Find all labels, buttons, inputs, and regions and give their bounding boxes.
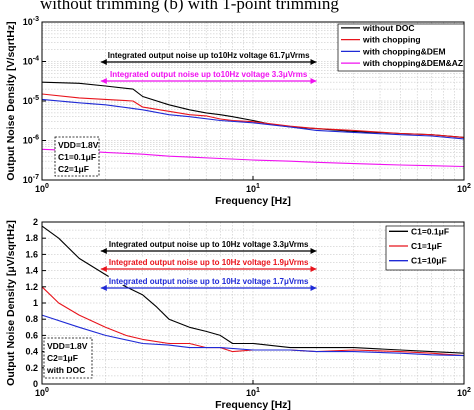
- y-tick-label: 0.6: [25, 330, 38, 340]
- annotation-text: Integrated output noise up to 10Hz volta…: [109, 240, 309, 249]
- legend-label: C1=10μF: [411, 256, 447, 266]
- y-tick-label: 10-4: [23, 56, 39, 67]
- annotation-arrowhead-right: [310, 78, 317, 84]
- y-tick-label: 1.4: [25, 266, 38, 276]
- annotation-bg: [108, 69, 309, 78]
- x-axis-label: Frequency [Hz]: [215, 195, 291, 207]
- annotation-bg: [108, 50, 309, 59]
- legend-frame: [385, 225, 465, 271]
- annotation-text: Integrated output noise up to10Hz voltag…: [110, 70, 308, 79]
- figure-caption: without trimming (b) with 1-point trimmi…: [40, 0, 339, 13]
- chart-panel-2: 100 101 102 0 0.2 0.4 0.6 0.8 1 1.2 1.4 1.6 1.8 2 Freq…: [5, 217, 471, 410]
- x-tick-label: 100: [35, 183, 49, 194]
- y-tick-label: 1.6: [25, 249, 38, 259]
- annotation-arrowhead-left: [100, 248, 107, 254]
- annotation-3: Integrated output noise up to 10Hz volta…: [100, 276, 317, 291]
- annotation-arrowhead-right: [310, 266, 317, 272]
- annotation-arrowhead-right: [310, 59, 317, 65]
- annotation-arrowhead-left: [100, 78, 107, 84]
- conditions-frame: [54, 136, 100, 177]
- legend-label: with chopping&DEM: [362, 46, 446, 56]
- annotation-arrowhead-right: [310, 248, 317, 254]
- conditions-frame: [43, 337, 93, 379]
- y-tick-label: 1: [33, 298, 38, 308]
- annotation-arrowhead-left: [100, 285, 107, 291]
- annotation-2: Integrated output noise up to10Hz voltag…: [100, 69, 317, 84]
- legend-label: with chopping&DEM&AZ: [362, 58, 463, 68]
- x-tick-label: 100: [35, 387, 49, 398]
- legend-label: with chopping: [362, 35, 421, 45]
- condition-text: C2=1μF: [58, 164, 89, 174]
- series-line-4: [41, 148, 465, 168]
- annotation-text: Integrated output noise up to10Hz voltag…: [108, 51, 310, 60]
- y-tick-label: 1.2: [25, 282, 38, 292]
- annotation-bg: [108, 239, 309, 248]
- x-tick-label: 102: [457, 387, 471, 398]
- grid: [41, 22, 464, 181]
- condition-text: with DOC: [46, 365, 85, 375]
- condition-text: C2=1μF: [47, 353, 78, 363]
- series-line-3: [41, 98, 465, 140]
- legend-label: C1=1μF: [411, 241, 442, 251]
- y-tick-label: 0.2: [25, 363, 38, 373]
- annotation-arrowhead-right: [310, 285, 317, 291]
- series-line-1: [41, 81, 465, 138]
- series-line-3: [41, 314, 465, 357]
- y-tick-label: 0.4: [25, 347, 38, 357]
- condition-text: VDD=1.8V: [58, 140, 99, 150]
- annotation-arrowhead-left: [100, 266, 107, 272]
- conditions-box: VDD=1.8V C2=1μF with DOC: [43, 337, 93, 379]
- x-axis-label: Frequency [Hz]: [215, 399, 291, 410]
- legend: C1=0.1μF C1=1μF C1=10μF: [385, 225, 465, 271]
- x-tick-label: 101: [246, 183, 260, 194]
- y-tick-label: 10-3: [23, 16, 39, 27]
- annotation-arrowhead-left: [100, 59, 107, 65]
- annotation-1: Integrated output noise up to10Hz voltag…: [100, 50, 317, 65]
- y-tick-label: 2: [33, 217, 38, 227]
- y-tick-label: 0.8: [25, 314, 38, 324]
- annotation-bg: [108, 257, 309, 266]
- y-tick-label: 1.8: [25, 233, 38, 243]
- condition-text: VDD=1.8V: [47, 341, 88, 351]
- chart-panel-1: 100 101 102 10-7 10-6 10-5 10-4 10-3 Frequency […: [5, 16, 471, 207]
- conditions-box: VDD=1.8V C1=0.1μF C2=1μF: [54, 136, 100, 177]
- y-tick-label: 10-5: [23, 95, 39, 106]
- annotation-1: Integrated output noise up to 10Hz volta…: [100, 239, 317, 254]
- y-axis-label: Output Noise Density [μV/sqrtHz]: [5, 220, 17, 386]
- annotation-2: Integrated output noise up to 10Hz volta…: [100, 257, 317, 272]
- condition-text: C1=0.1μF: [58, 152, 96, 162]
- series-line-1: [41, 225, 465, 354]
- annotation-text: Integrated output noise up to 10Hz volta…: [109, 277, 309, 286]
- y-tick-label: 10-7: [23, 174, 39, 185]
- series-line-2: [41, 93, 465, 138]
- y-axis-label: Output Noise Density [V/sqrtHz]: [5, 21, 17, 180]
- legend-label: without DOC: [362, 23, 414, 33]
- annotation-bg: [108, 276, 309, 285]
- x-tick-label: 102: [457, 183, 471, 194]
- y-tick-label: 10-6: [23, 135, 39, 146]
- y-tick-label: 0: [33, 379, 38, 389]
- x-tick-label: 101: [246, 387, 260, 398]
- annotation-text: Integrated output noise up to 10Hz volta…: [109, 258, 309, 267]
- legend-label: C1=0.1μF: [411, 226, 449, 236]
